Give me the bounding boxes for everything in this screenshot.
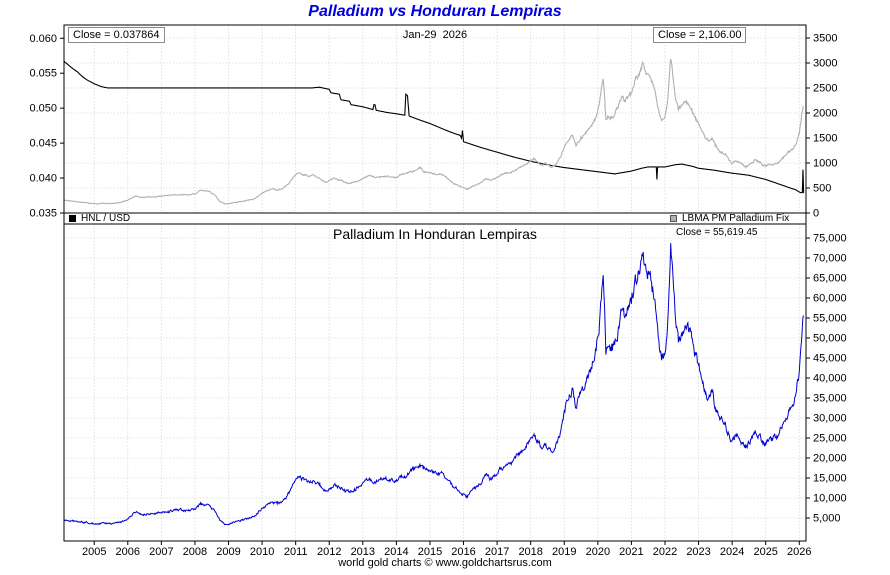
palladium-fix-swatch-icon bbox=[670, 215, 677, 222]
y-axis-tick-label: 50,000 bbox=[813, 333, 847, 345]
y-axis-tick-label: 500 bbox=[813, 183, 831, 195]
y-axis-tick-label: 3500 bbox=[813, 33, 837, 45]
palladium-hnl-close-label: Close = 55,619.45 bbox=[676, 227, 758, 238]
y-axis-tick-label: 0.040 bbox=[29, 173, 57, 185]
x-axis-tick-label: 2025 bbox=[753, 546, 777, 558]
x-axis-tick-label: 2012 bbox=[317, 546, 341, 558]
series-hnl-usd bbox=[64, 60, 805, 194]
y-axis-tick-label: 0 bbox=[813, 208, 819, 220]
legend-palladium-fix: LBMA PM Palladium Fix bbox=[670, 213, 789, 224]
x-axis-tick-label: 2021 bbox=[619, 546, 643, 558]
x-axis-tick-label: 2009 bbox=[216, 546, 240, 558]
x-axis-tick-label: 2022 bbox=[653, 546, 677, 558]
palladium-usd-close-label: Close = 2,106.00 bbox=[653, 27, 747, 43]
y-axis-tick-label: 30,000 bbox=[813, 413, 847, 425]
x-axis-tick-label: 2020 bbox=[586, 546, 610, 558]
y-axis-tick-label: 65,000 bbox=[813, 273, 847, 285]
x-axis-tick-label: 2011 bbox=[284, 546, 308, 558]
x-axis-tick-label: 2008 bbox=[183, 546, 207, 558]
y-axis-tick-label: 0.055 bbox=[29, 68, 57, 80]
series-lbma-pm-palladium-fix bbox=[64, 58, 805, 205]
x-axis-tick-label: 2013 bbox=[351, 546, 375, 558]
x-axis-tick-label: 2019 bbox=[552, 546, 576, 558]
y-axis-tick-label: 0.035 bbox=[29, 208, 57, 220]
y-axis-tick-label: 0.045 bbox=[29, 138, 57, 150]
x-axis-tick-label: 2016 bbox=[451, 546, 475, 558]
series-palladium-in-hnl bbox=[64, 243, 805, 526]
y-axis-tick-label: 20,000 bbox=[813, 453, 847, 465]
y-axis-tick-label: 0.050 bbox=[29, 103, 57, 115]
y-axis-tick-label: 0.060 bbox=[29, 33, 57, 45]
x-axis-tick-label: 2007 bbox=[149, 546, 173, 558]
y-axis-tick-label: 5,000 bbox=[813, 513, 841, 525]
y-axis-tick-label: 25,000 bbox=[813, 433, 847, 445]
y-axis-tick-label: 45,000 bbox=[813, 353, 847, 365]
legend-hnl-usd: HNL / USD bbox=[69, 213, 130, 224]
page-title: Palladium vs Honduran Lempiras bbox=[308, 3, 562, 20]
x-axis-tick-label: 2026 bbox=[787, 546, 811, 558]
panel-border bbox=[63, 24, 807, 214]
x-axis-tick-label: 2018 bbox=[518, 546, 542, 558]
x-axis-tick-label: 2017 bbox=[485, 546, 509, 558]
y-axis-tick-label: 35,000 bbox=[813, 393, 847, 405]
panel-border bbox=[63, 223, 807, 542]
x-axis-tick-label: 2023 bbox=[686, 546, 710, 558]
hnl-usd-swatch-icon bbox=[69, 215, 76, 222]
y-axis-tick-label: 55,000 bbox=[813, 313, 847, 325]
y-axis-tick-label: 70,000 bbox=[813, 253, 847, 265]
legend-palladium-fix-label: LBMA PM Palladium Fix bbox=[682, 212, 790, 224]
y-axis-tick-label: 15,000 bbox=[813, 473, 847, 485]
x-axis-tick-label: 2005 bbox=[82, 546, 106, 558]
y-axis-tick-label: 40,000 bbox=[813, 373, 847, 385]
y-axis-tick-label: 2000 bbox=[813, 108, 837, 120]
y-axis-tick-label: 2500 bbox=[813, 83, 837, 95]
y-axis-tick-label: 75,000 bbox=[813, 233, 847, 245]
y-axis-tick-label: 1500 bbox=[813, 133, 837, 145]
bottom-panel-title: Palladium In Honduran Lempiras bbox=[333, 226, 537, 242]
legend-hnl-usd-label: HNL / USD bbox=[81, 212, 131, 224]
y-axis-tick-label: 1000 bbox=[813, 158, 837, 170]
date-label: Jan-29 2026 bbox=[402, 29, 468, 41]
footer-credit: world gold charts © www.goldchartsrus.co… bbox=[338, 557, 552, 569]
x-axis-tick-label: 2024 bbox=[720, 546, 744, 558]
x-axis-tick-label: 2014 bbox=[384, 546, 408, 558]
x-axis-tick-label: 2010 bbox=[250, 546, 274, 558]
y-axis-tick-label: 10,000 bbox=[813, 493, 847, 505]
hnl-usd-close-label: Close = 0.037864 bbox=[68, 27, 165, 43]
x-axis-tick-label: 2015 bbox=[418, 546, 442, 558]
y-axis-tick-label: 3000 bbox=[813, 58, 837, 70]
x-axis-tick-label: 2006 bbox=[116, 546, 140, 558]
y-axis-tick-label: 60,000 bbox=[813, 293, 847, 305]
